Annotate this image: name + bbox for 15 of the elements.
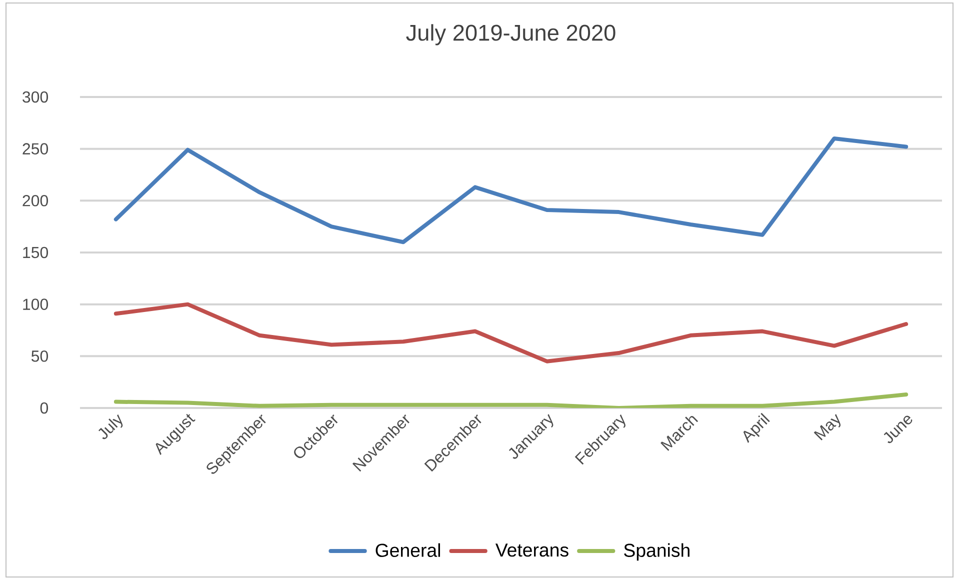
y-tick-label: 50 (31, 350, 48, 362)
y-tick-label: 100 (23, 298, 48, 310)
x-tick-label: July (98, 414, 123, 440)
legend-label: General (376, 543, 440, 557)
line-series (114, 302, 908, 364)
line-series (114, 136, 908, 244)
x-tick-label: May (814, 414, 841, 440)
y-tick-label: 150 (23, 246, 48, 258)
legend-label: Spanish (624, 543, 690, 561)
y-tick-label: 0 (40, 402, 48, 414)
y-tick-label: 250 (22, 143, 48, 154)
chart-title: July 2019-June 2020 (406, 24, 616, 46)
y-tick-label: 300 (22, 91, 48, 103)
legend-label: Veterans (495, 544, 568, 557)
y-tick-label: 200 (22, 194, 48, 206)
